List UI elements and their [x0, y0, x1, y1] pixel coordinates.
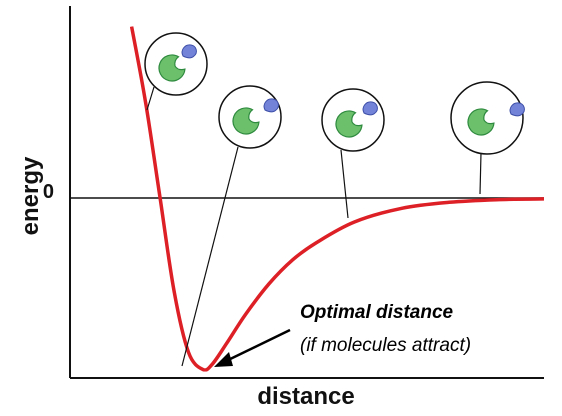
inset-leader [340, 149, 349, 219]
x-axis-title: distance [257, 383, 354, 410]
y-axis-title: energy [17, 156, 44, 235]
ligand-icon [181, 44, 197, 59]
annotation-subtitle: (if molecules attract) [300, 335, 471, 356]
inset-circle [144, 32, 208, 96]
enzyme-icon [232, 107, 260, 135]
ligand-icon [362, 101, 378, 116]
ligand-icon [509, 102, 525, 117]
axes [69, 6, 544, 379]
inset-circle [450, 81, 524, 155]
y-tick-zero: 0 [43, 181, 54, 203]
inset-near-optimal [218, 85, 282, 149]
enzyme-icon [467, 108, 495, 136]
inset-circle [321, 88, 385, 152]
annotation-arrow [214, 328, 291, 367]
inset-approaching [321, 88, 385, 152]
annotation-title: Optimal distance [300, 302, 454, 323]
arrow-shaft [223, 328, 291, 364]
inset-circle [218, 85, 282, 149]
arrow-head [214, 352, 233, 367]
inset-bound [144, 32, 208, 96]
inset-leader [146, 86, 155, 111]
energy-curve [132, 27, 544, 370]
inset-separated [450, 81, 525, 155]
enzyme-icon [335, 110, 363, 138]
inset-layer [144, 32, 525, 155]
ligand-icon [263, 98, 279, 113]
enzyme-icon [158, 54, 186, 82]
inset-leader [479, 152, 482, 195]
inset-leader [181, 146, 239, 367]
curve-layer [132, 27, 544, 370]
inset-leaders [146, 86, 482, 367]
